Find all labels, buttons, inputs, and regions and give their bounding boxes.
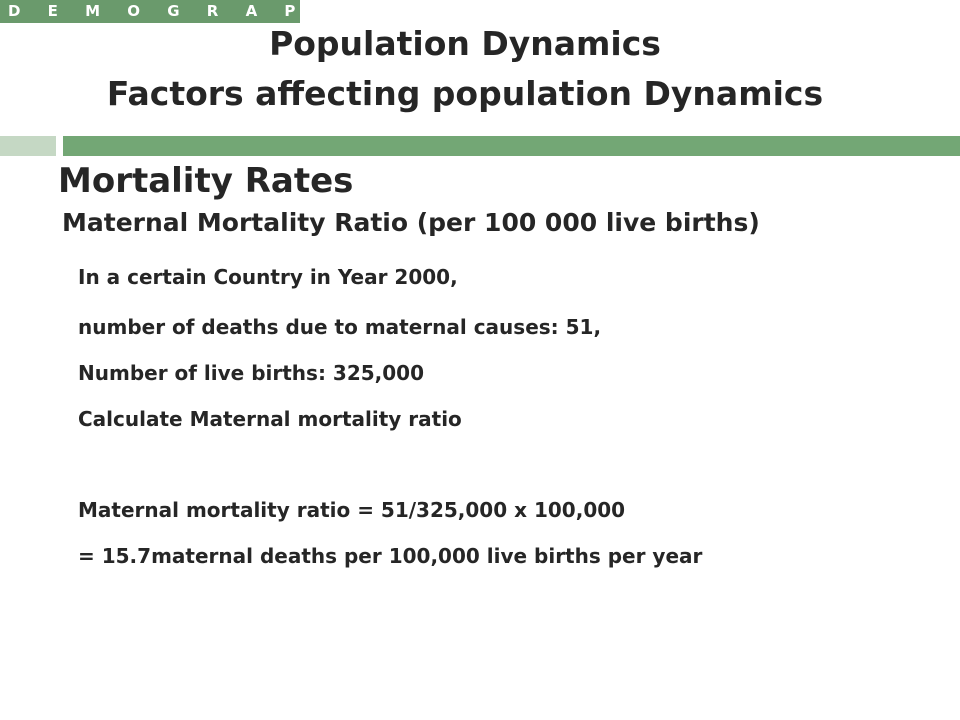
body-line-3: Number of live births: 325,000	[78, 361, 424, 385]
body-line-1: In a certain Country in Year 2000,	[78, 265, 458, 289]
formula-line: Maternal mortality ratio = 51/325,000 x …	[78, 498, 626, 522]
slide-title: Population Dynamics	[269, 24, 661, 63]
divider-bar-light	[0, 136, 56, 156]
body-line-2: number of deaths due to maternal causes:…	[78, 315, 602, 339]
result-line: = 15.7maternal deaths per 100,000 live b…	[78, 544, 703, 568]
body-line-4: Calculate Maternal mortality ratio	[78, 407, 462, 431]
slide-subtitle: Factors affecting population Dynamics	[106, 74, 824, 113]
divider-bar	[63, 136, 960, 156]
subject-tag: D E M O G R A P H Y	[0, 0, 300, 23]
section-subheading: Maternal Mortality Ratio (per 100 000 li…	[62, 208, 760, 237]
section-heading: Mortality Rates	[58, 161, 354, 201]
